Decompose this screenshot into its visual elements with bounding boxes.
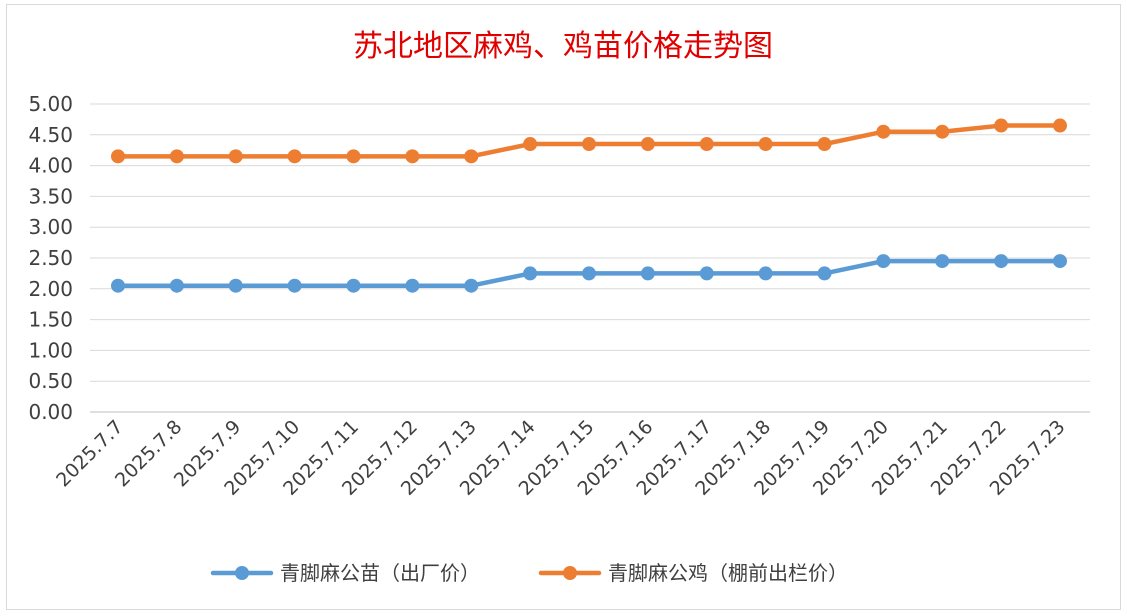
y-tick-label: 2.50 bbox=[28, 246, 73, 270]
legend-label-1: 青脚麻公苗（出厂价） bbox=[280, 561, 480, 585]
y-axis-ticks: 0.00 0.50 1.00 1.50 2.00 2.50 3.00 3.50 4.00 4.50… bbox=[28, 92, 73, 424]
series-1-point bbox=[640, 266, 655, 281]
series-2-point bbox=[1053, 118, 1067, 133]
series-2-point bbox=[405, 149, 420, 164]
legend-marker-1 bbox=[235, 566, 249, 580]
y-tick-label: 3.00 bbox=[28, 215, 73, 239]
series-2-point bbox=[994, 118, 1009, 133]
y-tick-label: 0.00 bbox=[28, 400, 73, 424]
series-1-point bbox=[935, 254, 950, 269]
y-tick-label: 3.50 bbox=[28, 184, 73, 208]
series-1-point bbox=[582, 266, 596, 281]
series-2-point bbox=[758, 137, 773, 152]
series-1-point bbox=[1053, 254, 1067, 269]
x-axis-ticks: 2025.7.72025.7.82025.7.92025.7.102025.7.… bbox=[52, 416, 1069, 500]
grid-lines bbox=[90, 103, 1090, 413]
y-tick-label: 0.50 bbox=[28, 369, 73, 393]
chart-frame bbox=[6, 4, 1121, 610]
legend-label-2: 青脚麻公鸡（棚前出栏价） bbox=[608, 561, 848, 585]
chart-title: 苏北地区麻鸡、鸡苗价格走势图 bbox=[353, 29, 773, 64]
series-1-point bbox=[464, 278, 479, 293]
legend-marker-2 bbox=[563, 566, 577, 580]
series-2-point bbox=[111, 149, 125, 164]
series-1-point bbox=[346, 278, 361, 293]
series-2-point bbox=[228, 149, 243, 164]
y-tick-label: 2.00 bbox=[28, 277, 73, 301]
series-2-point bbox=[287, 149, 302, 164]
series-1-point bbox=[876, 254, 891, 269]
y-tick-label: 1.00 bbox=[28, 338, 73, 362]
series-1-point bbox=[699, 266, 714, 281]
series-2-point bbox=[876, 124, 891, 139]
series-1-point bbox=[228, 278, 243, 293]
series-1-point bbox=[817, 266, 832, 281]
series-2-point bbox=[169, 149, 184, 164]
series-2-point bbox=[464, 149, 479, 164]
series-1-point bbox=[287, 278, 302, 293]
series-2-point bbox=[699, 137, 714, 152]
series-2-point bbox=[817, 137, 832, 152]
y-tick-label: 1.50 bbox=[28, 308, 73, 332]
series-2-point bbox=[640, 137, 655, 152]
series-group bbox=[111, 118, 1067, 293]
series-1-point bbox=[994, 254, 1009, 269]
series-1-point bbox=[111, 278, 125, 293]
series-2-point bbox=[346, 149, 361, 164]
series-2-point bbox=[582, 137, 596, 152]
series-1-point bbox=[523, 266, 538, 281]
series-2-point bbox=[523, 137, 538, 152]
y-tick-label: 5.00 bbox=[28, 92, 73, 116]
y-tick-label: 4.50 bbox=[28, 123, 73, 147]
series-1-point bbox=[758, 266, 773, 281]
y-tick-label: 4.00 bbox=[28, 154, 73, 178]
legend: 青脚麻公苗（出厂价） 青脚麻公鸡（棚前出栏价） bbox=[210, 561, 848, 585]
series-1-point bbox=[169, 278, 184, 293]
series-1-point bbox=[405, 278, 420, 293]
series-2-point bbox=[935, 124, 950, 139]
